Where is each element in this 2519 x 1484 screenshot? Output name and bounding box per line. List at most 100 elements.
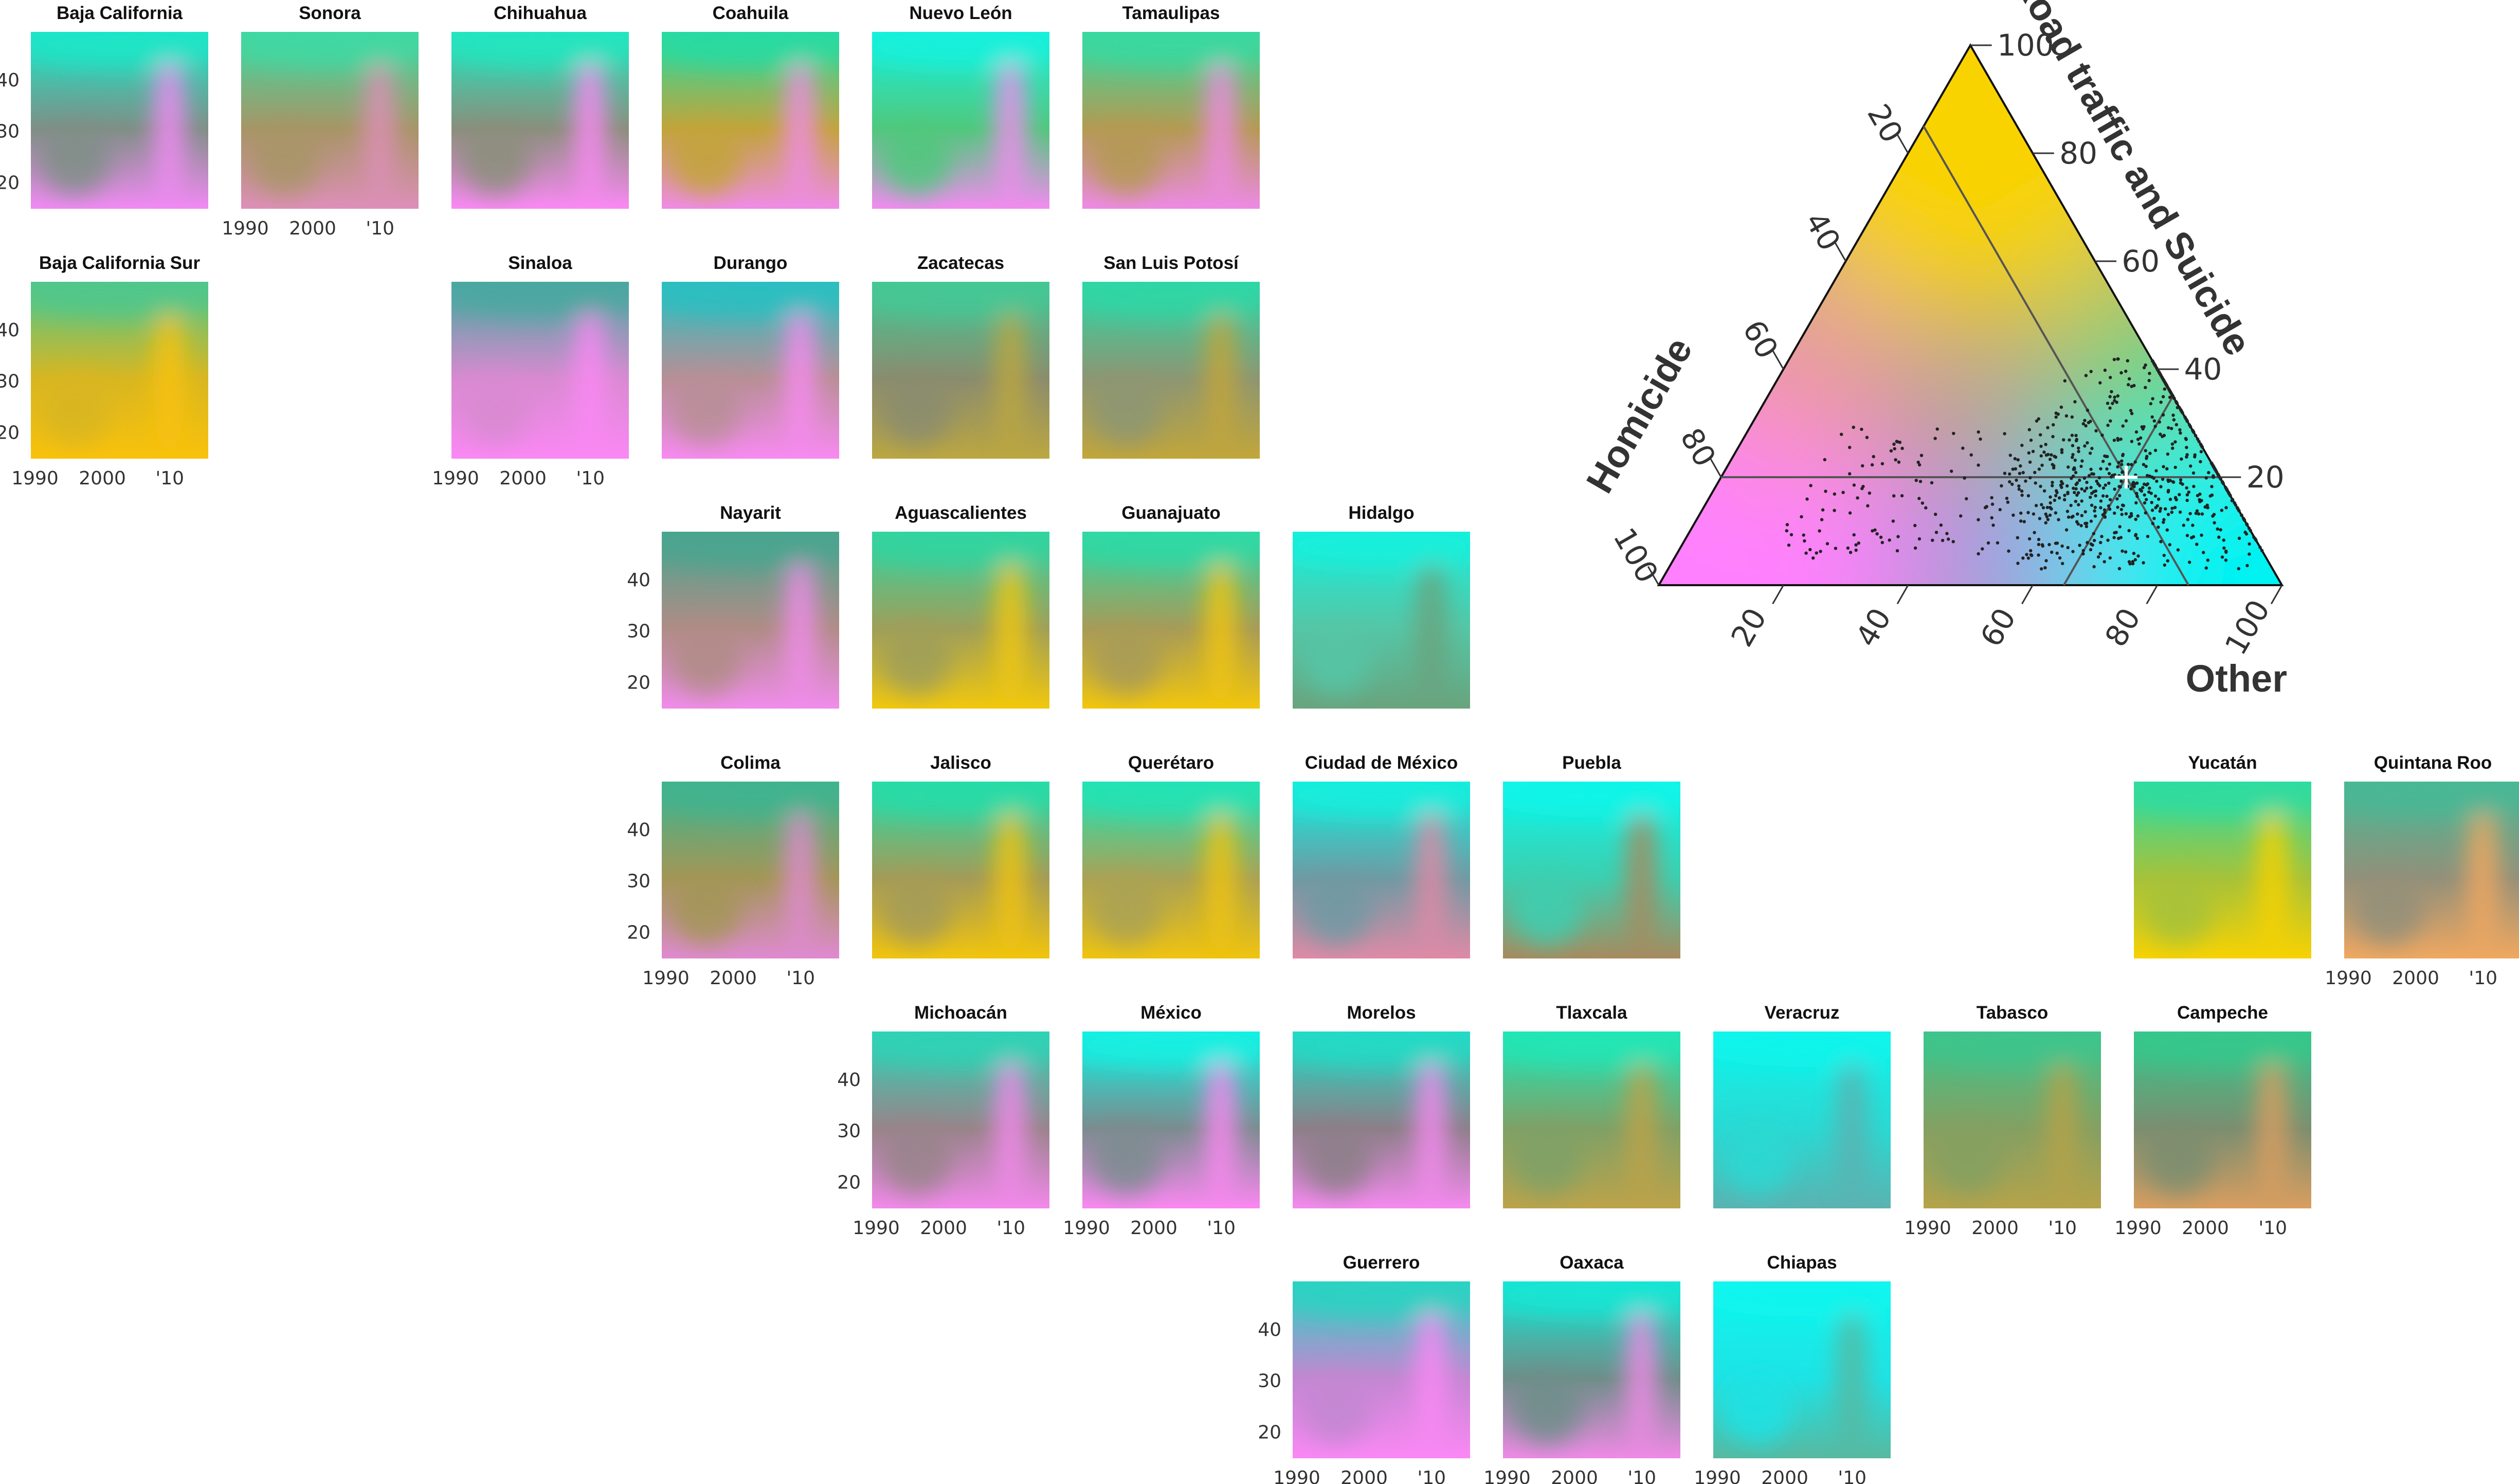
- ternary-point: [2193, 453, 2197, 457]
- ternary-point: [2107, 481, 2111, 485]
- ternary-point: [2049, 495, 2052, 499]
- ternary-point: [2200, 533, 2203, 537]
- ternary-point: [2103, 508, 2107, 512]
- ternary-point: [2145, 498, 2148, 501]
- ternary-point: [2243, 530, 2247, 534]
- ternary-point: [2198, 498, 2201, 502]
- ternary-point: [1979, 437, 1982, 441]
- ternary-point: [1802, 533, 1805, 537]
- state-title: Chihuahua: [494, 3, 587, 23]
- ternary-point: [1990, 502, 1995, 506]
- ternary-point: [1880, 540, 1884, 545]
- ternary-point: [2096, 555, 2100, 559]
- ternary-point: [2231, 498, 2235, 502]
- ternary-point: [2134, 501, 2138, 505]
- ternary-point: [2173, 440, 2177, 444]
- x-tick-label: 1990: [2114, 1218, 2162, 1239]
- ternary-tick-label: 80: [1674, 422, 1723, 473]
- ternary-point: [2137, 442, 2141, 446]
- x-tick-label: 1990: [1483, 1468, 1531, 1484]
- ternary-point: [2026, 511, 2030, 514]
- ternary-point: [2038, 517, 2042, 520]
- ternary-point: [2237, 567, 2240, 571]
- ternary-point: [1977, 463, 1980, 467]
- ternary-point: [2159, 401, 2163, 404]
- x-tick-label: '10: [2469, 968, 2497, 989]
- ternary-point: [2098, 484, 2101, 487]
- ternary-point: [1849, 551, 1853, 554]
- ternary-point: [2195, 542, 2199, 546]
- ternary-point: [2185, 493, 2189, 497]
- ternary-point: [2103, 560, 2106, 564]
- ternary-point: [2045, 505, 2049, 510]
- state-title: Nuevo León: [909, 3, 1012, 23]
- ternary-point: [2019, 464, 2022, 468]
- ternary-axis-label-other: Other: [2186, 657, 2287, 700]
- ternary-point: [2204, 476, 2208, 480]
- ternary-point: [2207, 470, 2210, 475]
- y-tick-label: 30: [0, 121, 20, 142]
- ternary-point: [2087, 474, 2091, 478]
- ternary-point: [2066, 546, 2070, 550]
- ternary-point: [2178, 510, 2182, 514]
- ternary-point: [2020, 493, 2024, 497]
- ternary-point: [2067, 515, 2071, 519]
- ternary-point: [2179, 478, 2183, 482]
- ternary-point: [2077, 446, 2080, 450]
- ternary-point: [2222, 538, 2225, 542]
- ternary-point: [2060, 448, 2064, 451]
- ternary-point: [2056, 412, 2060, 416]
- ternary-point: [2074, 487, 2078, 491]
- ternary-point: [2059, 483, 2062, 487]
- ternary-point: [1896, 440, 1899, 444]
- ternary-point: [2148, 451, 2152, 455]
- ternary-point: [2086, 408, 2090, 412]
- ternary-point: [2020, 443, 2024, 447]
- ternary-point: [2039, 444, 2043, 448]
- ternary-point: [2182, 523, 2185, 527]
- ternary-point: [2027, 451, 2031, 455]
- ternary-point: [2112, 536, 2116, 539]
- ternary-point: [2168, 497, 2172, 501]
- ternary-point: [2115, 401, 2118, 404]
- ternary-point: [2065, 510, 2070, 513]
- state-title: Hidalgo: [1348, 503, 1414, 523]
- ternary-point: [2063, 379, 2067, 383]
- ternary-tick: [2146, 585, 2158, 605]
- ternary-point: [2100, 433, 2104, 437]
- y-tick-label: 40: [0, 70, 20, 91]
- x-tick-label: 2000: [1340, 1468, 1388, 1484]
- ternary-point: [2070, 477, 2073, 480]
- state-panel: Zacatecas: [872, 253, 1049, 459]
- y-tick-label: 30: [627, 871, 650, 892]
- ternary-point: [1981, 547, 1984, 551]
- ternary-point: [2030, 554, 2034, 557]
- ternary-point: [2073, 400, 2077, 404]
- ternary-point: [2159, 506, 2163, 511]
- ternary-point: [2039, 484, 2042, 488]
- ternary-point: [2245, 523, 2249, 527]
- ternary-point: [2199, 450, 2203, 454]
- ternary-point: [2066, 491, 2070, 494]
- ternary-point: [2044, 443, 2047, 446]
- ternary-point: [2028, 476, 2032, 480]
- ternary-point: [2173, 465, 2177, 469]
- ternary-point: [1941, 538, 1945, 542]
- ternary-point: [2226, 491, 2231, 494]
- ternary-point: [1879, 535, 1883, 539]
- ternary-point: [2134, 430, 2139, 434]
- ternary-point: [2162, 553, 2166, 557]
- ternary-point: [2068, 438, 2071, 442]
- ternary-point: [2151, 521, 2154, 526]
- ternary-point: [2113, 511, 2116, 515]
- state-title: Nayarit: [720, 503, 781, 523]
- state-title: Chiapas: [1767, 1253, 1837, 1273]
- ternary-point: [2085, 486, 2089, 490]
- ternary-point: [1857, 541, 1860, 545]
- ternary-point: [2089, 485, 2093, 490]
- ternary-point: [1785, 529, 1788, 533]
- ternary-point: [2008, 472, 2011, 476]
- state-panel: Coahuila: [662, 3, 839, 209]
- ternary-point: [1897, 460, 1901, 464]
- ternary-point: [2192, 484, 2196, 488]
